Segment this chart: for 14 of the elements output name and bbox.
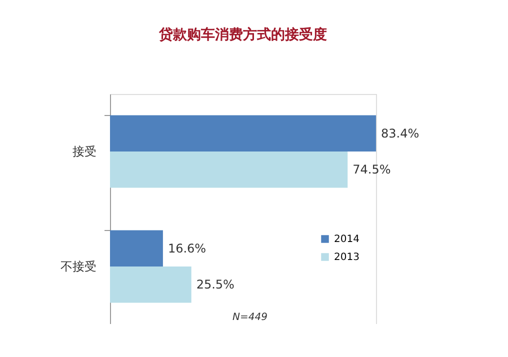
bar xyxy=(110,266,192,303)
bar xyxy=(110,115,376,152)
chart-title: 贷款购车消费方式的接受度 xyxy=(158,26,327,43)
data-label: 83.4% xyxy=(381,126,420,140)
y-tick-label: 不接受 xyxy=(60,260,96,274)
data-label: 16.6% xyxy=(168,241,206,256)
bar xyxy=(110,230,163,266)
data-label: 25.5% xyxy=(196,278,234,292)
bar xyxy=(110,152,348,188)
legend-label: 2014 xyxy=(334,234,360,245)
y-tick-label: 接受 xyxy=(72,144,96,158)
legend-label: 2013 xyxy=(334,252,360,263)
annotation: N=449 xyxy=(232,312,268,323)
data-label: 74.5% xyxy=(352,162,391,177)
